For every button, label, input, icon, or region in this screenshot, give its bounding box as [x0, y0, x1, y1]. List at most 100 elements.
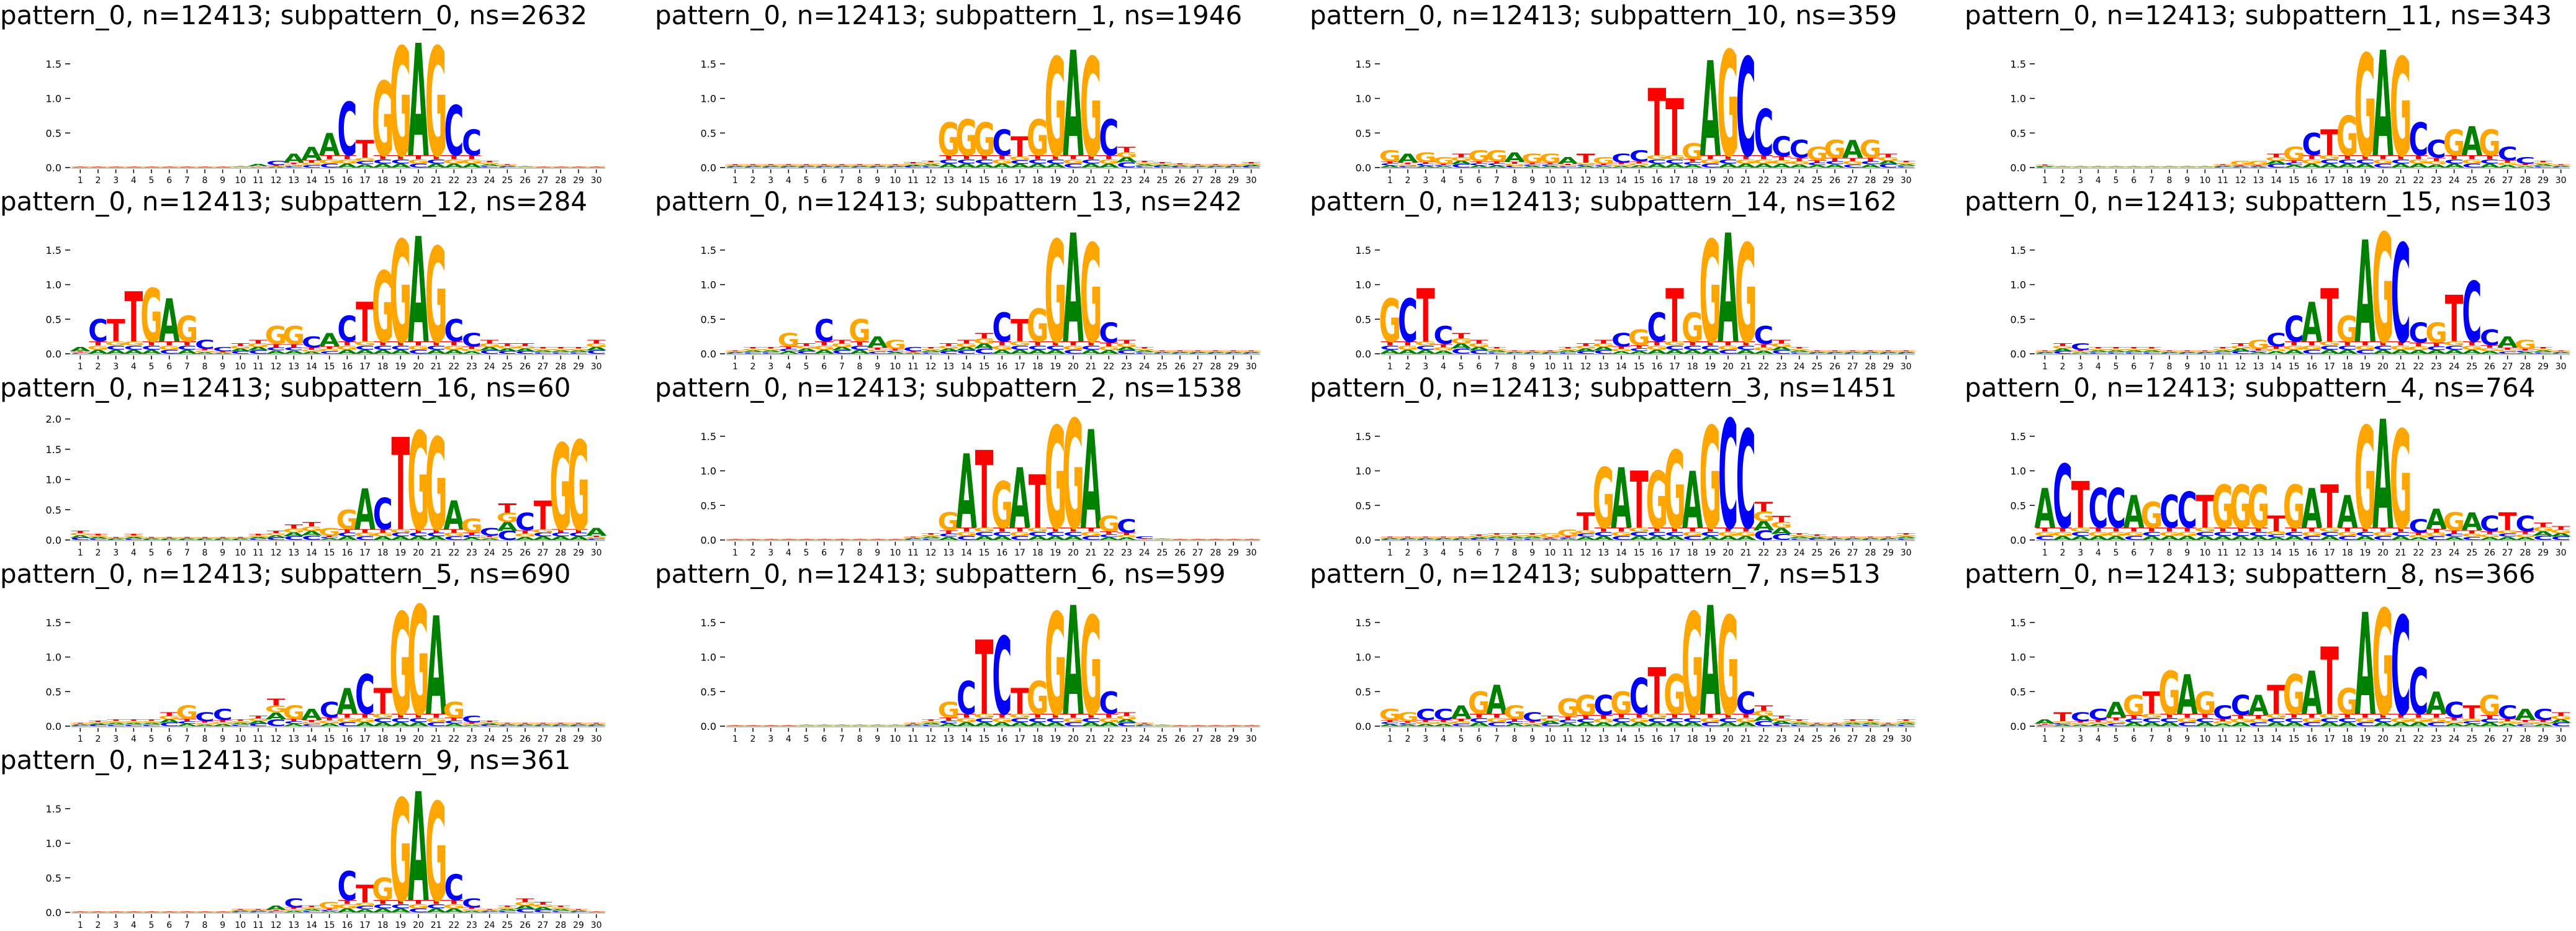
logo-letter-A: A — [1754, 349, 1775, 354]
x-tick-label: 21 — [2395, 362, 2407, 372]
logo-letter-A: A — [2354, 535, 2376, 542]
logo-letter-G: G — [1842, 160, 1864, 165]
x-tick-label: 8 — [202, 362, 208, 372]
logo-letter-T: T — [1683, 713, 1702, 719]
logo-letter-A: A — [1539, 721, 1560, 725]
logo-letter-G: G — [2283, 664, 2305, 727]
x-tick-label: 25 — [1156, 548, 1168, 558]
logo-letter-C: C — [1028, 344, 1048, 351]
logo-letter-T: T — [214, 911, 232, 912]
logo-letter-C: C — [1576, 164, 1596, 166]
logo-letter-T: T — [2071, 469, 2090, 543]
logo-letter-A: A — [1896, 722, 1917, 725]
logo-letter-T: T — [89, 911, 107, 912]
logo-letter-T: T — [1416, 536, 1435, 537]
x-tick-label: 12 — [925, 176, 937, 186]
logo-letter-C: C — [2498, 533, 2518, 537]
logo-letter-G: G — [212, 166, 234, 167]
logo-letter-A: A — [1700, 535, 1721, 542]
logo-letter-G: G — [1240, 351, 1263, 352]
logo-letter-C: C — [2515, 350, 2535, 353]
logo-panel: pattern_0, n=12413; subpattern_5, ns=690… — [0, 559, 639, 749]
logo-letter-C: C — [390, 532, 410, 537]
logo-letter-A: A — [1504, 352, 1525, 353]
logo-letter-T: T — [2053, 165, 2072, 166]
logo-letter-G: G — [1080, 215, 1102, 373]
logo-letter-C: C — [160, 539, 179, 540]
logo-letter-C: C — [124, 724, 143, 727]
logo-letter-A: A — [867, 166, 888, 167]
logo-letter-C: C — [230, 167, 250, 168]
logo-letter-A: A — [354, 163, 376, 168]
logo-letter-T: T — [569, 722, 588, 724]
logo-letter-G: G — [2283, 143, 2305, 164]
logo-letter-G: G — [2212, 164, 2234, 166]
x-tick-label: 26 — [520, 920, 531, 930]
logo-letter-A: A — [479, 164, 500, 166]
y-tick-label: 0.0 — [1356, 721, 1371, 732]
logo-letter-T: T — [444, 528, 464, 534]
logo-letter-T: T — [2125, 165, 2143, 166]
logo-letter-A: A — [176, 538, 197, 539]
logo-letter-A: A — [2301, 478, 2322, 541]
logo-letter-G: G — [140, 537, 163, 539]
x-tick-label: 26 — [2484, 362, 2495, 372]
logo-letter-C: C — [2088, 352, 2108, 354]
logo-plot: 0.00.51.01.51CAGT2CAGT3CAGT4CAGT5CAGT6CA… — [701, 389, 1263, 563]
logo-letter-T: T — [1224, 164, 1243, 165]
logo-letter-A: A — [70, 167, 91, 168]
logo-letter-C: C — [1825, 353, 1845, 354]
x-tick-label: 11 — [1562, 176, 1574, 186]
x-tick-label: 1 — [732, 548, 738, 558]
logo-letter-A: A — [2212, 723, 2233, 727]
logo-letter-C: C — [796, 351, 816, 355]
x-tick-label: 1 — [732, 362, 738, 372]
x-tick-label: 9 — [220, 548, 225, 558]
y-tick-label: 1.0 — [701, 93, 716, 105]
logo-letter-A: A — [1646, 721, 1668, 728]
x-tick-label: 21 — [1086, 176, 1097, 186]
logo-letter-T: T — [2480, 714, 2500, 721]
logo-letter-C: C — [1241, 353, 1261, 354]
x-tick-label: 10 — [235, 548, 246, 558]
logo-letter-C: C — [2266, 534, 2286, 538]
x-tick-label: 2 — [1405, 176, 1411, 186]
logo-letter-C: C — [480, 911, 500, 912]
logo-letter-C: C — [743, 539, 763, 540]
logo-letter-G: G — [282, 322, 305, 349]
logo-letter-G: G — [1044, 29, 1066, 187]
logo-letter-A: A — [568, 536, 590, 541]
logo-letter-C: C — [569, 352, 588, 354]
logo-letter-T: T — [1844, 536, 1862, 537]
logo-letter-A: A — [2105, 166, 2127, 167]
logo-letter-C: C — [88, 724, 108, 727]
logo-letter-T: T — [1630, 456, 1649, 547]
logo-letter-A: A — [1629, 165, 1650, 168]
x-tick-label: 4 — [1441, 362, 1446, 372]
logo-letter-A: A — [2426, 504, 2447, 536]
logo-letter-T: T — [1594, 339, 1613, 344]
logo-letter-G: G — [1503, 351, 1526, 352]
logo-letter-G: G — [1097, 158, 1120, 165]
x-tick-label: 4 — [2096, 176, 2101, 186]
logo-letter-C: C — [921, 538, 941, 541]
logo-letter-C: C — [2124, 718, 2144, 724]
logo-letter-G: G — [1539, 351, 1561, 352]
logo-letter-A: A — [1593, 722, 1615, 728]
logo-letter-G: G — [1397, 164, 1419, 166]
x-tick-label: 13 — [2253, 734, 2264, 744]
logo-letter-G: G — [1842, 721, 1864, 723]
logo-letter-A: A — [778, 351, 799, 354]
x-tick-label: 23 — [1121, 548, 1132, 558]
logo-letter-C: C — [1540, 164, 1560, 166]
logo-letter-T: T — [409, 154, 428, 161]
y-tick-label: 0.5 — [46, 686, 61, 698]
logo-letter-C: C — [2515, 724, 2535, 727]
logo-letter-G: G — [194, 911, 216, 912]
logo-letter-A: A — [2034, 478, 2055, 541]
logo-letter-G: G — [1592, 718, 1615, 724]
logo-letter-C: C — [266, 537, 286, 541]
logo-letter-A: A — [372, 907, 394, 914]
logo-letter-C: C — [2302, 721, 2322, 728]
logo-letter-T: T — [939, 343, 958, 347]
